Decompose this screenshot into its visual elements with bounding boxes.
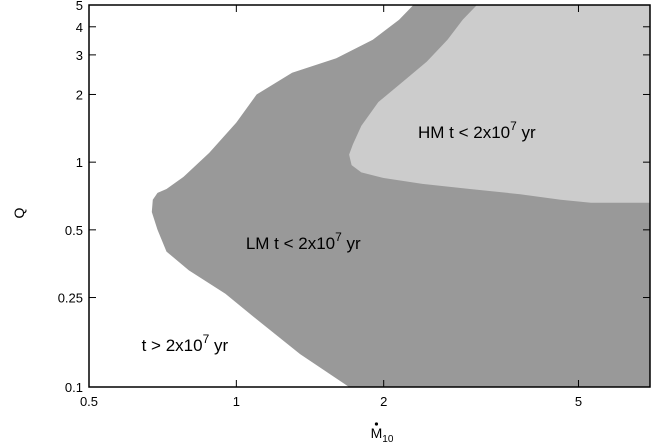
svg-text:M10: M10 [371,425,394,445]
x-tick-label: 2 [380,394,387,409]
y-tick-label: 0.1 [65,380,83,395]
y-tick-label: 0.25 [58,291,83,306]
axis-tick-labels: 0.5 1 2 5 0.1 0.25 0.5 1 2 3 4 5 [58,0,582,409]
y-tick-label: 1 [76,155,83,170]
region-label-hm: HM t < 2x107 yr [418,119,536,142]
y-tick-label: 0.5 [65,223,83,238]
chart-regions [151,5,651,387]
x-axis-label-main: M [371,425,383,441]
y-tick-label: 5 [76,0,83,13]
region-label-white: t > 2x107 yr [142,332,229,355]
x-tick-label: 0.5 [80,394,98,409]
region-hm [349,5,650,203]
plot-frame [88,4,651,388]
x-axis-label-dot [374,422,379,426]
axis-ticks [88,4,650,388]
x-axis-label: M10 [371,422,394,445]
y-tick-label: 4 [76,20,83,35]
x-axis-label-sub: 10 [382,434,394,445]
x-tick-label: 1 [233,394,240,409]
region-labels: LM t < 2x107 yr HM t < 2x107 yr t > 2x107 … [142,119,536,355]
region-label-lm: LM t < 2x107 yr [246,230,361,253]
y-axis-label: Q [11,207,27,218]
y-tick-label: 2 [76,87,83,102]
y-tick-label: 3 [76,48,83,63]
x-tick-label: 5 [575,394,582,409]
